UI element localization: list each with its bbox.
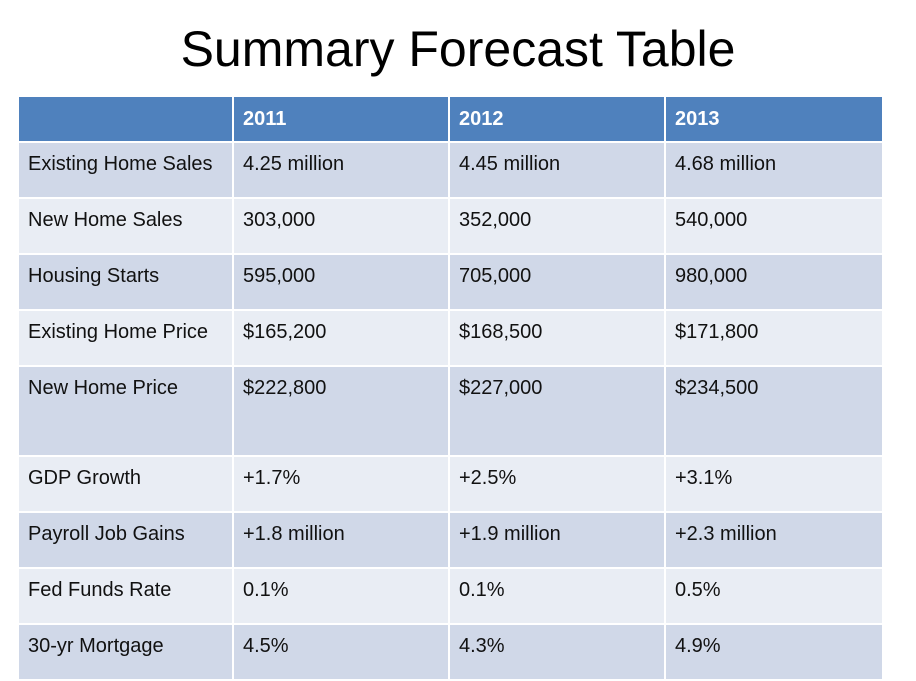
table-header-row: 2011 2012 2013 <box>17 95 884 143</box>
row-label: New Home Sales <box>17 197 234 255</box>
row-label: 30-yr Mortgage <box>17 623 234 681</box>
table-cell: $171,800 <box>664 309 884 367</box>
forecast-table: 2011 2012 2013 Existing Home Sales 4.25 … <box>17 95 884 681</box>
table-cell: 0.1% <box>232 567 450 625</box>
table-cell: 705,000 <box>448 253 666 311</box>
table-cell: +2.3 million <box>664 511 884 569</box>
table-cell: 303,000 <box>232 197 450 255</box>
slide-title: Summary Forecast Table <box>180 21 736 77</box>
row-label: Existing Home Price <box>17 309 234 367</box>
table-cell: 0.5% <box>664 567 884 625</box>
table-cell: +1.8 million <box>232 511 450 569</box>
table-cell: 4.25 million <box>232 141 450 199</box>
table-row-30yr-mortgage: 30-yr Mortgage 4.5% 4.3% 4.9% <box>17 623 884 681</box>
table-cell: $234,500 <box>664 365 884 457</box>
table-cell: 4.68 million <box>664 141 884 199</box>
table-row-fed-funds-rate: Fed Funds Rate 0.1% 0.1% 0.5% <box>17 567 884 625</box>
table-cell: 4.9% <box>664 623 884 681</box>
table-cell: $168,500 <box>448 309 666 367</box>
table-row-gdp-growth: GDP Growth +1.7% +2.5% +3.1% <box>17 455 884 513</box>
table-cell: 352,000 <box>448 197 666 255</box>
table-cell: +2.5% <box>448 455 666 513</box>
table-cell: +3.1% <box>664 455 884 513</box>
table-row-existing-home-price: Existing Home Price $165,200 $168,500 $1… <box>17 309 884 367</box>
header-cell-blank <box>17 95 234 143</box>
table-cell: 4.45 million <box>448 141 666 199</box>
table-row-existing-home-sales: Existing Home Sales 4.25 million 4.45 mi… <box>17 141 884 199</box>
row-label: Payroll Job Gains <box>17 511 234 569</box>
table-row-housing-starts: Housing Starts 595,000 705,000 980,000 <box>17 253 884 311</box>
row-label: Housing Starts <box>17 253 234 311</box>
table-cell: 4.3% <box>448 623 666 681</box>
table-row-payroll-job-gains: Payroll Job Gains +1.8 million +1.9 mill… <box>17 511 884 569</box>
table-cell: 0.1% <box>448 567 666 625</box>
row-label: Existing Home Sales <box>17 141 234 199</box>
header-cell-2012: 2012 <box>448 95 666 143</box>
row-label: GDP Growth <box>17 455 234 513</box>
table-cell: $165,200 <box>232 309 450 367</box>
table-cell: 4.5% <box>232 623 450 681</box>
table-cell: $222,800 <box>232 365 450 457</box>
header-cell-2011: 2011 <box>232 95 450 143</box>
table-cell: +1.7% <box>232 455 450 513</box>
table-cell: 980,000 <box>664 253 884 311</box>
table-cell: $227,000 <box>448 365 666 457</box>
row-label: New Home Price <box>17 365 234 457</box>
header-cell-2013: 2013 <box>664 95 884 143</box>
table-cell: +1.9 million <box>448 511 666 569</box>
row-label: Fed Funds Rate <box>17 567 234 625</box>
table-row-new-home-price: New Home Price $222,800 $227,000 $234,50… <box>17 365 884 457</box>
table-row-new-home-sales: New Home Sales 303,000 352,000 540,000 <box>17 197 884 255</box>
table-cell: 595,000 <box>232 253 450 311</box>
table-cell: 540,000 <box>664 197 884 255</box>
